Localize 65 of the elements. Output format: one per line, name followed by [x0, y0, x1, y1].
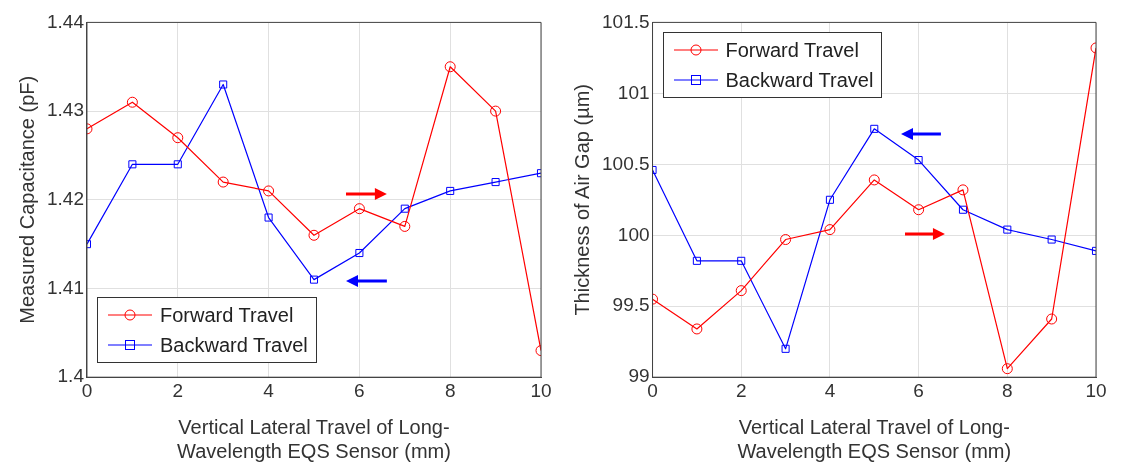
x-tick-label: 4 — [824, 379, 836, 401]
point — [355, 248, 364, 258]
point — [219, 80, 228, 89]
point — [1046, 313, 1058, 325]
point — [128, 160, 137, 169]
y-tick-label: 1.43 — [47, 99, 84, 121]
x-axis-title: Vertical Lateral Travel of Long-Wavelength EQS Sensor (mm) — [737, 415, 1012, 462]
point — [780, 234, 792, 246]
y-tick-label: 1.41 — [47, 276, 84, 298]
point — [691, 323, 703, 335]
point — [781, 344, 790, 353]
point — [914, 156, 923, 165]
point — [957, 184, 969, 196]
legend-label: Backward Travel — [159, 333, 308, 359]
point — [400, 204, 409, 213]
legend-label: Forward Travel — [159, 303, 294, 329]
y-tick-label: 101.5 — [602, 10, 650, 32]
y-tick-label: 1.42 — [47, 188, 84, 210]
point — [735, 285, 747, 297]
x-tick-label: 10 — [1085, 379, 1107, 401]
point — [1047, 235, 1056, 244]
y-tick-label: 100.5 — [602, 152, 650, 174]
x-tick-label: 10 — [530, 379, 552, 401]
point — [264, 213, 273, 222]
point — [737, 256, 746, 265]
point — [173, 160, 182, 169]
point — [913, 204, 925, 216]
y-axis-title: Thickness of Air Gap (µm) — [570, 84, 593, 316]
point — [126, 96, 138, 108]
point — [825, 195, 834, 204]
point — [868, 174, 880, 186]
point — [353, 203, 365, 215]
y-tick-label: 101 — [617, 81, 650, 103]
x-tick-label: 6 — [913, 379, 924, 401]
point — [309, 275, 319, 284]
legend-label: Backward Travel — [725, 68, 874, 94]
point — [399, 220, 411, 232]
x-tick-label: 6 — [354, 379, 365, 401]
legend-label: Forward Travel — [725, 38, 859, 64]
point — [1001, 363, 1013, 375]
y-tick-label: 99 — [628, 365, 650, 387]
point — [263, 185, 275, 197]
point — [491, 178, 500, 187]
x-tick-label: 8 — [1002, 379, 1013, 401]
point — [490, 105, 502, 117]
point — [444, 61, 456, 73]
y-axis-title: Measured Capacitance (pF) — [15, 75, 38, 324]
point — [308, 229, 320, 241]
point — [1003, 225, 1012, 234]
x-tick-label: 0 — [647, 379, 658, 401]
point — [958, 205, 967, 214]
y-tick-label: 100 — [617, 223, 650, 245]
x-tick-label: 4 — [263, 379, 275, 401]
point — [824, 224, 836, 236]
y-tick-label: 1.44 — [47, 10, 85, 32]
point — [446, 186, 455, 195]
point — [870, 124, 879, 133]
x-tick-label: 2 — [735, 379, 747, 401]
point — [172, 132, 184, 144]
point — [692, 256, 701, 265]
x-tick-label: 8 — [444, 379, 456, 401]
point — [217, 176, 229, 188]
x-axis-title: Vertical Lateral Travel of Long-Wavelength EQS Sensor (mm) — [177, 415, 451, 462]
x-tick-label: 2 — [172, 379, 184, 401]
y-tick-label: 99.5 — [612, 294, 650, 316]
